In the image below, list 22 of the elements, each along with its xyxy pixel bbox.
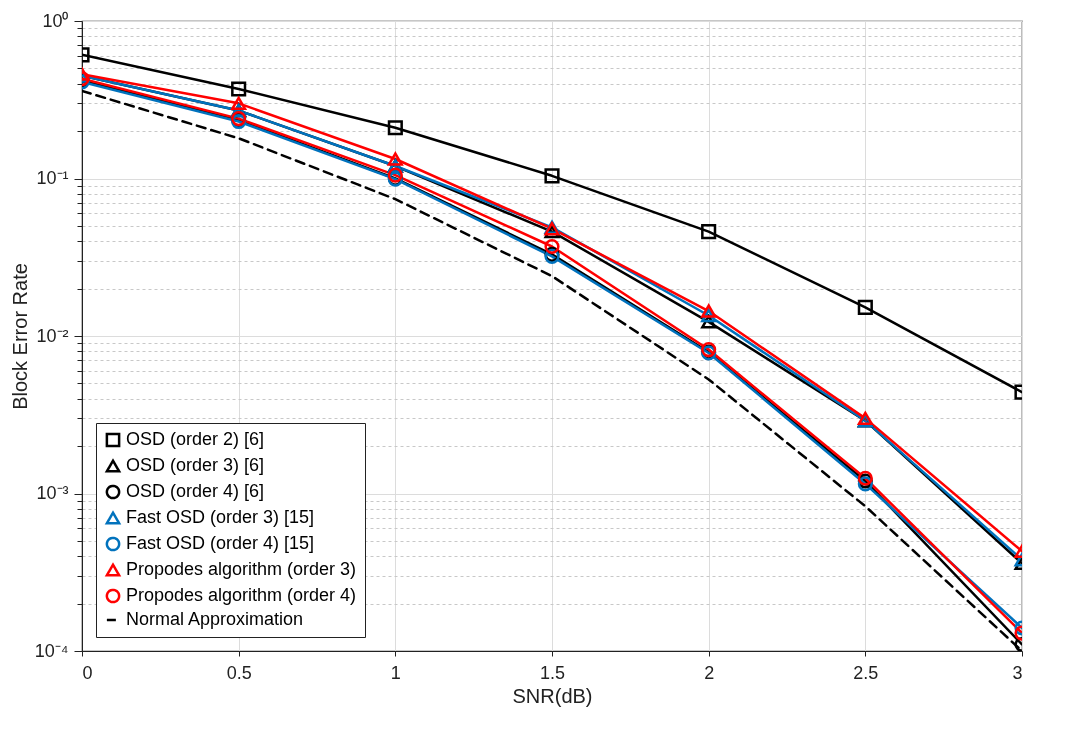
legend-label: Propodes algorithm (order 3) (126, 559, 357, 579)
legend-label: Fast OSD (order 4) [15] (126, 533, 315, 553)
x-tick-label: 2.5 (853, 662, 879, 683)
legend-label: OSD (order 2) [6] (126, 429, 265, 449)
y-axis-title: Block Error Rate (8, 263, 31, 410)
legend-label: OSD (order 3) [6] (126, 455, 265, 475)
x-tick-label: 0.5 (226, 662, 252, 683)
x-tick-label: 1 (390, 662, 401, 683)
legend-label: OSD (order 4) [6] (126, 481, 265, 501)
legend-label: Propodes algorithm (order 4) (126, 585, 357, 605)
x-tick-label: 0 (82, 662, 93, 683)
x-tick-label: 3 (1012, 662, 1023, 683)
y-tick-label: 10⁰ (42, 10, 69, 31)
y-tick-label: 10⁻³ (36, 483, 69, 503)
y-tick-label: 10⁻¹ (36, 168, 69, 188)
y-tick-label: 10⁻² (36, 325, 69, 346)
x-tick-label: 1.5 (539, 662, 566, 683)
legend-label: Normal Approximation (126, 609, 304, 629)
x-axis-title: SNR(dB) (512, 684, 593, 707)
y-tick-label: 10⁻⁴ (34, 640, 69, 661)
x-tick-label: 2 (704, 662, 715, 683)
legend-label: Fast OSD (order 3) [15] (126, 507, 315, 527)
